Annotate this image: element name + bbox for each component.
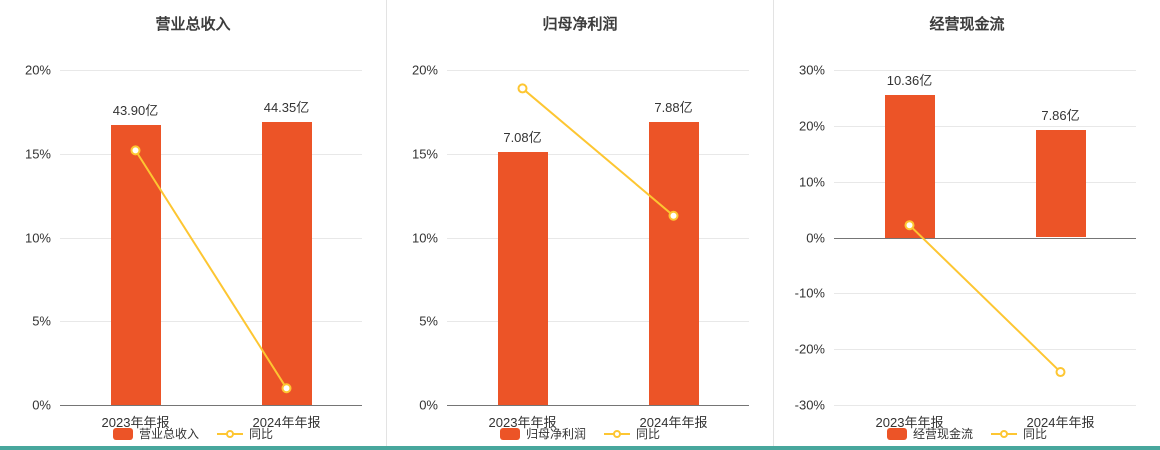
line-series-swatch <box>991 429 1017 439</box>
gridline <box>447 237 749 239</box>
bar-营业总收入 <box>110 125 161 405</box>
gridline <box>834 125 1136 127</box>
yoy-line-marker <box>517 83 528 94</box>
y-axis-tick-label: 0% <box>32 397 51 413</box>
y-axis-tick-label: 20% <box>411 62 438 78</box>
y-axis-tick-label: 5% <box>32 313 51 329</box>
line-series-swatch <box>217 429 243 439</box>
bar-value-label: 7.88亿 <box>654 99 693 115</box>
y-axis-tick-label: 0% <box>806 230 825 245</box>
x-axis-category-label: 2024年年报 <box>639 415 708 430</box>
y-axis-tick-label: -20% <box>794 341 825 357</box>
zero-axis-line <box>447 405 749 406</box>
bar-value-label: 10.36亿 <box>886 73 933 89</box>
y-axis-tick-label: 5% <box>419 313 438 329</box>
gridline <box>834 293 1136 295</box>
gridline <box>834 70 1136 71</box>
y-axis-tick-label: 15% <box>411 146 438 162</box>
yoy-line-marker <box>904 220 915 231</box>
legend: 归母净利润 同比 <box>387 425 773 442</box>
legend-label: 同比 <box>636 427 661 441</box>
legend-label: 营业总收入 <box>138 427 199 441</box>
gridline <box>447 321 749 323</box>
gridline <box>60 70 362 71</box>
chart-panel-net-profit: 归母净利润 0% 5% 10% 15% 20% 7.08亿 2023年年报 7.88亿 2024… <box>386 0 773 450</box>
chart-title: 归母净利润 <box>542 16 618 33</box>
legend-item-series[interactable]: 归母净利润 <box>499 425 586 442</box>
legend-item-series[interactable]: 营业总收入 <box>112 425 199 442</box>
bar-series-swatch <box>886 427 907 440</box>
chart-title: 经营现金流 <box>929 16 1005 33</box>
y-axis-tick-label: -30% <box>794 397 825 413</box>
bar-series-swatch <box>499 427 520 440</box>
x-axis-category-label: 2024年年报 <box>1026 415 1095 430</box>
legend-item-yoy[interactable]: 同比 <box>217 425 273 442</box>
legend-item-yoy[interactable]: 同比 <box>991 425 1047 442</box>
yoy-line-marker <box>668 210 679 221</box>
legend-item-series[interactable]: 经营现金流 <box>886 425 973 442</box>
plot-area: 0% 5% 10% 15% 20% 7.08亿 2023年年报 7.88亿 2024年年报 <box>412 63 749 430</box>
gridline <box>60 153 362 155</box>
gridline <box>447 153 749 155</box>
yoy-line-marker <box>281 383 292 394</box>
x-axis-category-label: 2023年年报 <box>101 415 170 430</box>
legend-label: 归母净利润 <box>525 427 586 441</box>
y-axis-tick-label: 15% <box>24 146 51 162</box>
line-series-swatch <box>604 429 630 439</box>
x-axis-category-label: 2024年年报 <box>252 415 321 430</box>
y-axis-tick-label: -10% <box>794 285 825 301</box>
y-axis-tick-label: 10% <box>798 174 825 190</box>
plot-area: -30% -20% -10% 0% 10% 20% 30% 10.36亿 2023年年报 7.86… <box>795 63 1136 430</box>
bar-归母净利润 <box>648 121 699 405</box>
zero-axis-line <box>60 405 362 406</box>
gridline <box>834 349 1136 351</box>
yoy-line-marker <box>1055 367 1066 378</box>
legend: 经营现金流 同比 <box>774 425 1160 442</box>
bar-经营现金流 <box>1035 129 1086 238</box>
chart-title: 营业总收入 <box>155 16 231 33</box>
y-axis-tick-label: 30% <box>798 62 825 78</box>
y-axis-tick-label: 20% <box>24 62 51 78</box>
yoy-line <box>130 145 292 394</box>
y-axis-tick-label: 10% <box>411 230 438 245</box>
legend-label: 同比 <box>249 427 274 441</box>
gridline <box>834 405 1136 406</box>
legend: 营业总收入 同比 <box>0 425 386 442</box>
bar-经营现金流 <box>884 95 935 238</box>
zero-axis-line <box>834 237 1136 239</box>
bar-value-label: 43.90亿 <box>112 103 159 119</box>
x-axis-category-label: 2023年年报 <box>488 415 557 430</box>
bar-归母净利润 <box>497 152 548 405</box>
bottom-accent-strip <box>0 446 1160 450</box>
y-axis-tick-label: 10% <box>24 230 51 245</box>
gridline <box>60 237 362 239</box>
bar-value-label: 7.86亿 <box>1041 107 1080 123</box>
legend-label: 经营现金流 <box>912 427 973 441</box>
bar-营业总收入 <box>261 121 312 405</box>
y-axis-tick-label: 20% <box>798 118 825 134</box>
yoy-line <box>904 220 1066 378</box>
bar-value-label: 44.35亿 <box>263 99 310 115</box>
yoy-line-marker <box>130 145 141 156</box>
legend-label: 同比 <box>1023 427 1048 441</box>
gridline <box>447 70 749 71</box>
chart-panel-revenue: 营业总收入 0% 5% 10% 15% 20% 43.90亿 2023年年报 44.35亿 20… <box>0 0 386 450</box>
bar-series-swatch <box>112 427 133 440</box>
chart-panel-operating-cash-flow: 经营现金流 -30% -20% -10% 0% 10% 20% 30% 10.36亿 2023年… <box>773 0 1160 450</box>
y-axis-tick-label: 0% <box>419 397 438 413</box>
yoy-line <box>517 83 679 221</box>
gridline <box>834 181 1136 183</box>
plot-area: 0% 5% 10% 15% 20% 43.90亿 2023年年报 44.35亿 2024年年报 <box>25 63 362 430</box>
x-axis-category-label: 2023年年报 <box>875 415 944 430</box>
gridline <box>60 321 362 323</box>
legend-item-yoy[interactable]: 同比 <box>604 425 660 442</box>
bar-value-label: 7.08亿 <box>503 130 542 146</box>
